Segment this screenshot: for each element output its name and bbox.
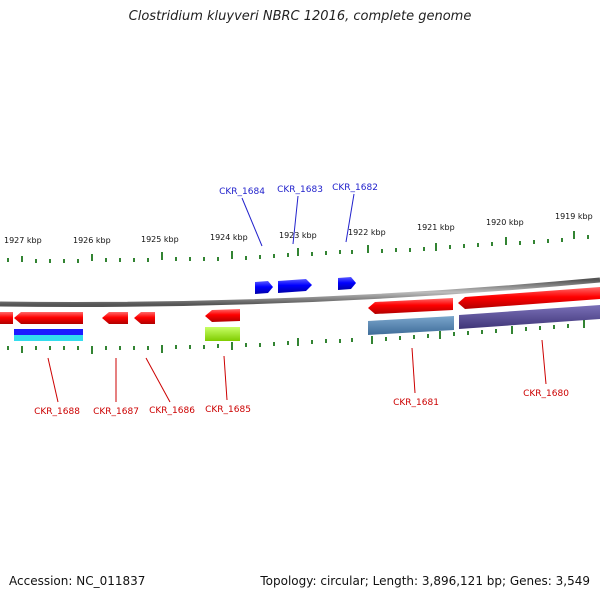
leader-CKR_1688	[47, 357, 59, 403]
feature-bars	[14, 305, 600, 341]
gene-label-CKR_1687[interactable]: CKR_1687	[93, 407, 139, 417]
feature-bar-CKR_1685[interactable]	[205, 327, 240, 341]
gene-label-CKR_1683[interactable]: CKR_1683	[277, 185, 323, 195]
label-leaders	[47, 193, 547, 403]
feature-bar-CKR_1680[interactable]	[459, 305, 600, 329]
scale-label: 1926 kbp	[73, 236, 111, 245]
gene-CKR_1683[interactable]	[278, 279, 312, 293]
feature-bar-CKR_1681[interactable]	[368, 316, 454, 335]
scale-ticks-upper	[7, 231, 589, 263]
feature-bar-CKR_1688-blue[interactable]	[14, 329, 83, 335]
gene-label-CKR_1685[interactable]: CKR_1685	[205, 405, 251, 415]
gene-CKR_1680[interactable]	[458, 287, 600, 309]
genome-summary-text: Topology: circular; Length: 3,896,121 bp…	[260, 574, 590, 588]
scale-label: 1923 kbp	[279, 231, 317, 240]
leader-CKR_1682	[345, 193, 355, 243]
forward-genes	[255, 277, 356, 294]
scale-label: 1922 kbp	[348, 228, 386, 237]
scale-label: 1925 kbp	[141, 235, 179, 244]
gene-CKR_1682[interactable]	[338, 277, 356, 290]
gene-label-CKR_1688[interactable]: CKR_1688	[34, 407, 80, 417]
gene-partial-left[interactable]	[0, 312, 13, 324]
scale-labels: 1927 kbp 1926 kbp 1925 kbp 1924 kbp 1923…	[4, 212, 593, 245]
leader-CKR_1681	[411, 347, 416, 394]
accession-text: Accession: NC_011837	[9, 574, 146, 588]
gene-CKR_1681[interactable]	[368, 298, 453, 314]
scale-label: 1924 kbp	[210, 233, 248, 242]
gene-label-CKR_1686[interactable]: CKR_1686	[149, 406, 195, 416]
feature-bar-CKR_1688-cyan[interactable]	[14, 335, 83, 341]
gene-label-CKR_1681[interactable]: CKR_1681	[393, 398, 439, 408]
genome-backbone	[0, 277, 600, 307]
gene-CKR_1684[interactable]	[255, 281, 273, 294]
gene-label-CKR_1680[interactable]: CKR_1680	[523, 389, 569, 399]
gene-CKR_1686[interactable]	[134, 312, 155, 324]
gene-CKR_1685[interactable]	[205, 309, 240, 322]
gene-label-CKR_1684[interactable]: CKR_1684	[219, 187, 265, 197]
scale-label: 1919 kbp	[555, 212, 593, 221]
gene-label-CKR_1682[interactable]: CKR_1682	[332, 183, 378, 193]
leader-CKR_1685	[223, 355, 228, 401]
page-title: Clostridium kluyveri NBRC 12016, complet…	[128, 9, 472, 24]
leader-CKR_1683	[292, 195, 299, 245]
scale-label: 1921 kbp	[417, 223, 455, 232]
leader-CKR_1686	[145, 357, 171, 403]
gene-labels: CKR_1684 CKR_1683 CKR_1682 CKR_1688 CKR_…	[34, 183, 569, 417]
gene-CKR_1687[interactable]	[102, 312, 128, 324]
leader-CKR_1680	[541, 339, 547, 385]
scale-label: 1920 kbp	[486, 218, 524, 227]
scale-label: 1927 kbp	[4, 236, 42, 245]
reverse-genes	[0, 287, 600, 324]
leader-CKR_1684	[241, 197, 263, 247]
scale-ticks-lower	[7, 320, 585, 354]
gene-CKR_1688[interactable]	[14, 312, 83, 324]
